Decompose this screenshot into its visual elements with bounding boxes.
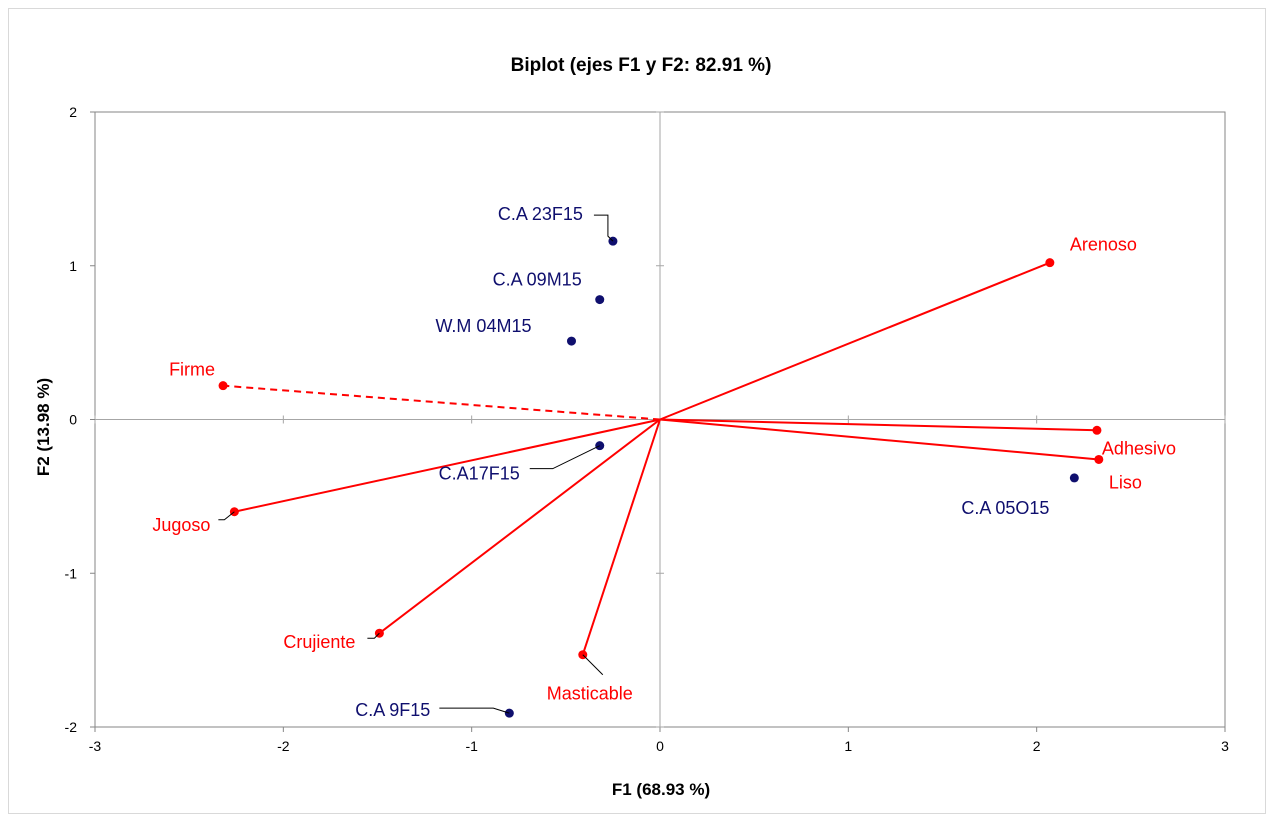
variable-label: Firme [169, 360, 215, 380]
x-tick-label: 3 [1221, 738, 1229, 754]
observation-point [566, 336, 576, 346]
x-tick-label: -1 [465, 738, 478, 754]
observation-label: C.A 23F15 [498, 204, 583, 224]
variable-vector [222, 384, 661, 421]
label-leader-line [529, 445, 600, 470]
observation-label: W.M 04M15 [435, 316, 531, 336]
observation-point [1069, 473, 1079, 483]
label-leader-line [439, 707, 510, 714]
label-leader-line [218, 511, 235, 521]
x-axis-title: F1 (68.93 %) [612, 780, 710, 799]
variable-label: Jugoso [152, 515, 210, 535]
x-tick-label: 1 [844, 738, 852, 754]
x-tick-label: 2 [1033, 738, 1041, 754]
variable-vector [659, 418, 1099, 461]
chart-frame: Biplot (ejes F1 y F2: 82.91 %) -3 -2 -1 0 1 2… [8, 8, 1266, 814]
x-tick-label: -2 [277, 738, 290, 754]
observation-point [504, 708, 514, 718]
variable-point [1045, 258, 1055, 268]
y-tick-label: 1 [69, 258, 77, 274]
observation-point [595, 295, 605, 305]
y-axis-title: F2 (13.98 %) [34, 378, 53, 476]
variable-label: Liso [1109, 472, 1142, 492]
variable-vector [378, 418, 661, 635]
variable-label: Masticable [547, 684, 633, 704]
variable-point [1092, 425, 1102, 435]
variable-vector [581, 419, 661, 656]
variable-vector [234, 418, 661, 513]
x-tick-label: 0 [656, 738, 664, 754]
y-tick-label: -1 [65, 565, 78, 581]
x-tick-label: -3 [89, 738, 102, 754]
variable-vector [659, 261, 1051, 421]
observation-label: C.A17F15 [439, 464, 520, 484]
label-leader-line [582, 654, 604, 676]
variable-label: Crujiente [283, 632, 355, 652]
observation-label: C.A 9F15 [355, 700, 430, 720]
variable-vector [659, 418, 1097, 432]
chart-title: Biplot (ejes F1 y F2: 82.91 %) [511, 55, 772, 76]
y-tick-label: -2 [65, 719, 78, 735]
variable-label: Arenoso [1070, 235, 1137, 255]
y-tick-label: 2 [69, 104, 77, 120]
observation-label: C.A 05O15 [961, 498, 1049, 518]
variable-point [1094, 454, 1104, 464]
label-leader-line [367, 632, 380, 639]
biplot-chart: Biplot (ejes F1 y F2: 82.91 %) -3 -2 -1 0 1 2… [34, 55, 1229, 799]
label-leader-line [593, 214, 614, 242]
variable-label: Adhesivo [1102, 438, 1176, 458]
variable-point [218, 381, 228, 391]
observation-label: C.A 09M15 [493, 270, 582, 290]
y-tick-label: 0 [69, 412, 77, 428]
